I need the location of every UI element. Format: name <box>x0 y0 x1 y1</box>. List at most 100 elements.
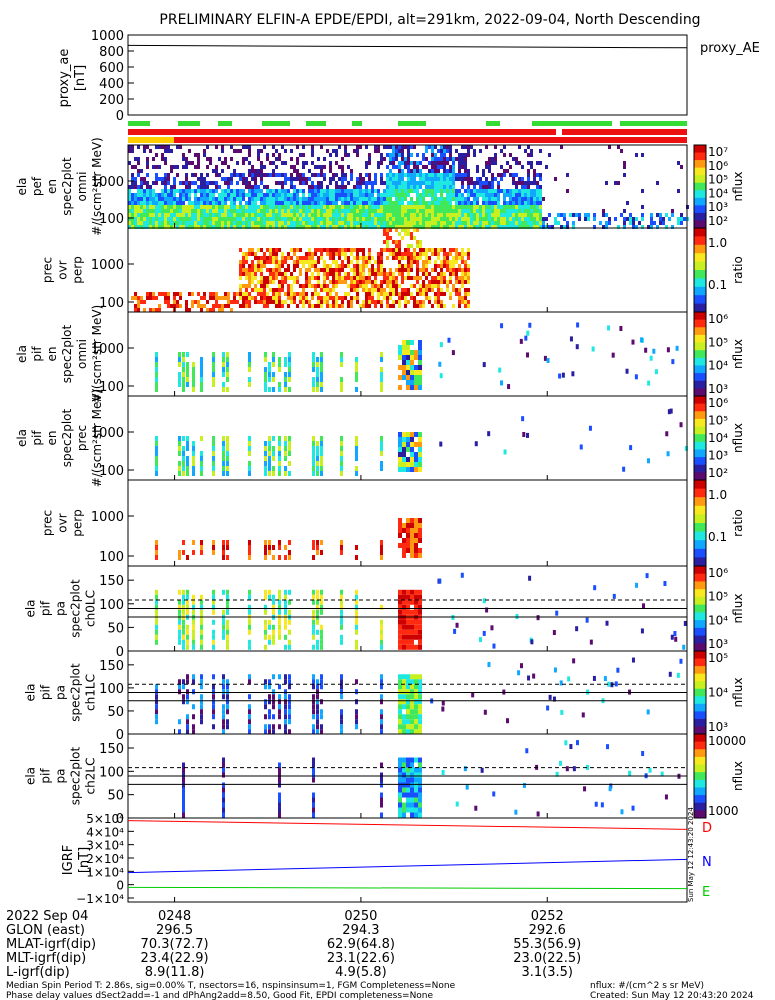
ratio-cell <box>248 252 251 256</box>
e-spec-cell <box>344 201 347 205</box>
panel-ylabel: prec <box>41 510 55 536</box>
pa-spec-cell <box>406 797 410 803</box>
e-spec-cell <box>152 165 155 169</box>
ratio-cell <box>425 284 428 288</box>
e-spec-cell <box>254 169 257 173</box>
pa-spec-cell <box>212 704 215 710</box>
e-spec-cell <box>407 169 410 173</box>
fgm-status-bar <box>218 121 232 126</box>
ratio-cell <box>178 555 181 560</box>
e-spec-cell <box>587 213 590 217</box>
ratio-cell <box>365 260 368 264</box>
pa-spec-cell <box>284 729 287 735</box>
e-spec-cell <box>416 189 419 193</box>
pa-spec-cell <box>380 604 383 610</box>
e-spec-cell <box>437 165 440 169</box>
fgm-status-bar <box>532 121 612 126</box>
ratio-cell <box>281 272 284 276</box>
ratio-cell <box>458 300 461 304</box>
ratio-cell <box>455 276 458 280</box>
e-spec-cell <box>140 177 143 181</box>
ratio-cell <box>389 248 392 252</box>
e-spec-cell <box>137 221 140 225</box>
e-spec-cell <box>461 193 464 197</box>
e-spec-cell <box>374 149 377 153</box>
e-spec-cell <box>131 205 134 209</box>
e-spec-cell <box>389 169 392 173</box>
e-spec-cell <box>323 213 326 217</box>
ratio-cell <box>380 540 383 545</box>
ratio-cell <box>284 555 287 560</box>
ratio-cell <box>275 296 278 300</box>
pa-spec-cell <box>312 802 315 808</box>
ion-spec-cell <box>410 340 414 345</box>
pa-spec-cell <box>316 679 319 685</box>
colorbar-segment <box>694 643 706 652</box>
pa-spec-cell <box>222 674 225 680</box>
ion-spec-cell <box>284 357 287 362</box>
e-spec-cell <box>503 153 506 157</box>
pa-spec-cell <box>414 689 418 695</box>
e-spec-cell <box>257 153 260 157</box>
e-spec-cell <box>545 165 548 169</box>
ratio-cell <box>371 268 374 272</box>
e-spec-cell <box>209 189 212 193</box>
ion-spec-cell <box>192 456 195 461</box>
panel-ylabel: perp <box>71 256 85 284</box>
ion-spec-cell <box>526 432 530 438</box>
e-spec-cell <box>290 157 293 161</box>
ratio-cell <box>461 260 464 264</box>
ratio-cell <box>257 268 260 272</box>
igrf-legend-N: N <box>702 855 712 870</box>
ratio-cell <box>416 264 419 268</box>
e-spec-cell <box>479 181 482 185</box>
panel-ylabel: pa <box>54 769 68 784</box>
e-spec-cell <box>491 157 494 161</box>
e-spec-cell <box>437 205 440 209</box>
ratio-cell <box>449 252 452 256</box>
pa-spec-cell <box>406 729 410 735</box>
ion-spec-cell <box>186 441 189 446</box>
pa-spec-cell <box>380 714 383 720</box>
ratio-cell <box>402 523 406 528</box>
y-tick-label: 50 <box>107 621 124 636</box>
e-spec-cell <box>161 177 164 181</box>
ratio-cell <box>398 244 401 248</box>
e-spec-cell <box>293 225 296 229</box>
e-spec-cell <box>278 225 281 229</box>
fgm-status-bar <box>352 121 362 126</box>
e-spec-cell <box>476 165 479 169</box>
ion-spec-cell <box>522 431 526 437</box>
pa-spec-cell <box>410 619 414 625</box>
pa-spec-cell <box>212 694 215 700</box>
e-spec-cell <box>476 205 479 209</box>
e-spec-cell <box>491 161 494 165</box>
e-spec-cell <box>284 193 287 197</box>
colorbar-segment <box>694 236 706 246</box>
colorbar-tick-label: 0.1 <box>708 278 727 292</box>
panel-ylabel: ela <box>15 177 29 195</box>
e-spec-cell <box>461 225 464 229</box>
pa-spec-cell <box>402 777 406 783</box>
e-spec-cell <box>350 209 353 213</box>
ion-spec-cell <box>398 467 402 472</box>
e-spec-cell <box>407 165 410 169</box>
ratio-cell <box>278 260 281 264</box>
ion-spec-cell <box>340 456 343 461</box>
y-tick-label: 1000 <box>91 258 124 273</box>
e-spec-cell <box>131 145 134 149</box>
e-spec-cell <box>302 189 305 193</box>
e-spec-cell <box>356 153 359 157</box>
panel-ylabel: ch2LC <box>84 758 98 795</box>
e-spec-cell <box>473 201 476 205</box>
e-spec-cell <box>398 169 401 173</box>
pa-spec-cell <box>288 714 291 720</box>
pa-spec-cell <box>155 639 158 645</box>
colorbar-tick-label: 10⁷ <box>708 145 728 159</box>
ratio-cell <box>212 545 215 550</box>
ratio-cell <box>434 284 437 288</box>
e-spec-cell <box>263 201 266 205</box>
ratio-cell <box>407 248 410 252</box>
ratio-cell <box>434 292 437 296</box>
e-spec-cell <box>377 213 380 217</box>
